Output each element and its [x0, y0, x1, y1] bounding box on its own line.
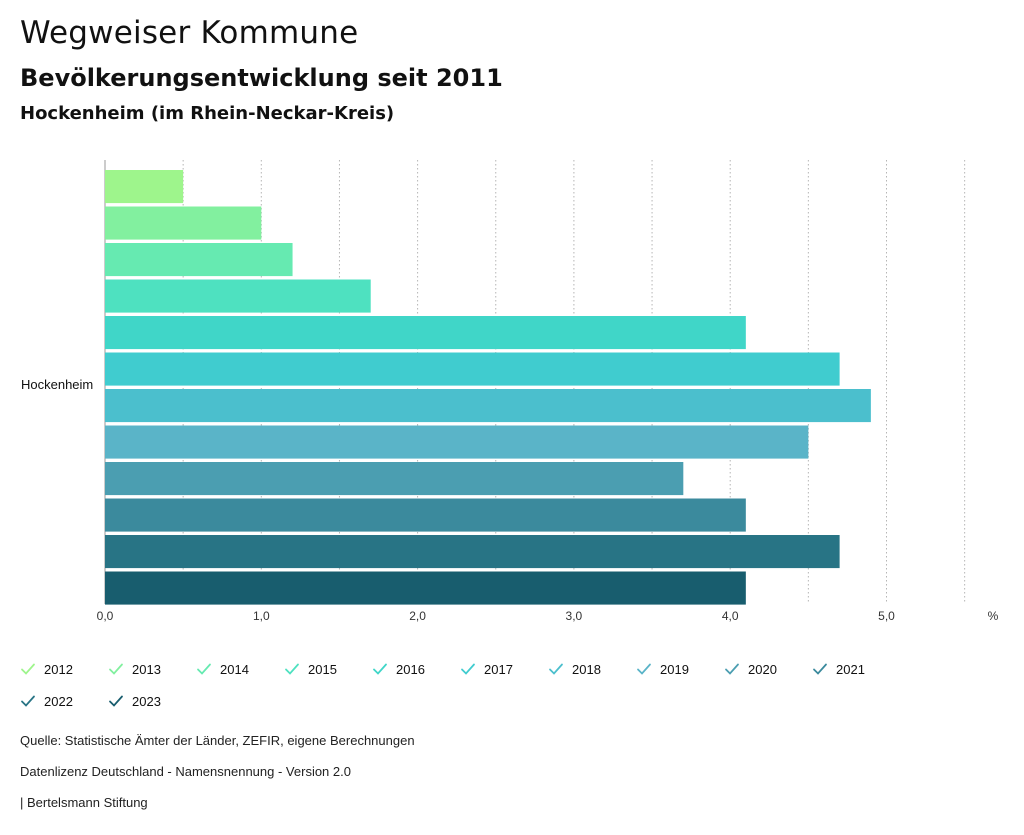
category-label: Hockenheim: [21, 377, 93, 392]
legend-item-2019[interactable]: 2019: [636, 658, 689, 680]
legend-item-2022[interactable]: 2022: [20, 690, 73, 712]
x-tick-label: 2,0: [409, 609, 426, 623]
bar-2012: [105, 170, 184, 204]
brand-note: | Bertelsmann Stiftung: [20, 795, 148, 810]
check-icon: [285, 663, 299, 675]
legend-label: 2022: [44, 693, 73, 709]
legend-label: 2018: [572, 661, 601, 677]
legend-label: 2020: [748, 661, 777, 677]
legend-label: 2017: [484, 661, 513, 677]
check-icon: [725, 663, 739, 675]
x-tick-label: 5,0: [878, 609, 895, 623]
legend-label: 2015: [308, 661, 337, 677]
legend-item-2023[interactable]: 2023: [108, 690, 161, 712]
region-label: Hockenheim (im Rhein-Neckar-Kreis): [20, 103, 395, 124]
x-axis-unit: %: [988, 609, 999, 623]
check-icon: [109, 695, 123, 707]
bar-2022: [105, 535, 840, 569]
x-tick-label: 0,0: [97, 609, 114, 623]
legend-label: 2019: [660, 661, 689, 677]
legend-item-2018[interactable]: 2018: [548, 658, 601, 680]
bar-2016: [105, 316, 746, 350]
check-icon: [109, 663, 123, 675]
legend-item-2013[interactable]: 2013: [108, 658, 161, 680]
check-icon: [373, 663, 387, 675]
bar-chart: Hockenheim 0,0 1,0 2,0 3,0 4,0 5,0%: [21, 160, 999, 623]
check-icon: [21, 695, 35, 707]
page-title: Wegweiser Kommune: [20, 15, 359, 51]
legend-item-2017[interactable]: 2017: [460, 658, 513, 680]
check-icon: [813, 663, 827, 675]
legend-label: 2013: [132, 661, 161, 677]
legend-label: 2023: [132, 693, 161, 709]
legend-item-2021[interactable]: 2021: [812, 658, 865, 680]
bar-2018: [105, 389, 871, 423]
x-tick-label: 3,0: [566, 609, 583, 623]
bar-2020: [105, 462, 684, 496]
bar-2023: [105, 571, 746, 605]
legend-label: 2012: [44, 661, 73, 677]
bar-2013: [105, 206, 262, 240]
legend-label: 2016: [396, 661, 425, 677]
source-note: Quelle: Statistische Ämter der Länder, Z…: [20, 733, 415, 748]
bar-2014: [105, 243, 293, 277]
bar-2017: [105, 352, 840, 386]
legend-item-2014[interactable]: 2014: [196, 658, 249, 680]
bar-2019: [105, 425, 809, 459]
check-icon: [197, 663, 211, 675]
check-icon: [637, 663, 651, 675]
x-tick-label: 4,0: [722, 609, 739, 623]
legend-item-2012[interactable]: 2012: [20, 658, 73, 680]
x-tick-label: 1,0: [253, 609, 270, 623]
license-note: Datenlizenz Deutschland - Namensnennung …: [20, 764, 351, 779]
chart-subtitle: Bevölkerungsentwicklung seit 2011: [20, 64, 503, 92]
bar-2021: [105, 498, 746, 532]
check-icon: [21, 663, 35, 675]
check-icon: [461, 663, 475, 675]
legend-item-2015[interactable]: 2015: [284, 658, 337, 680]
check-icon: [549, 663, 563, 675]
legend-label: 2014: [220, 661, 249, 677]
bar-2015: [105, 279, 371, 313]
legend-item-2016[interactable]: 2016: [372, 658, 425, 680]
legend-item-2020[interactable]: 2020: [724, 658, 777, 680]
legend-label: 2021: [836, 661, 865, 677]
